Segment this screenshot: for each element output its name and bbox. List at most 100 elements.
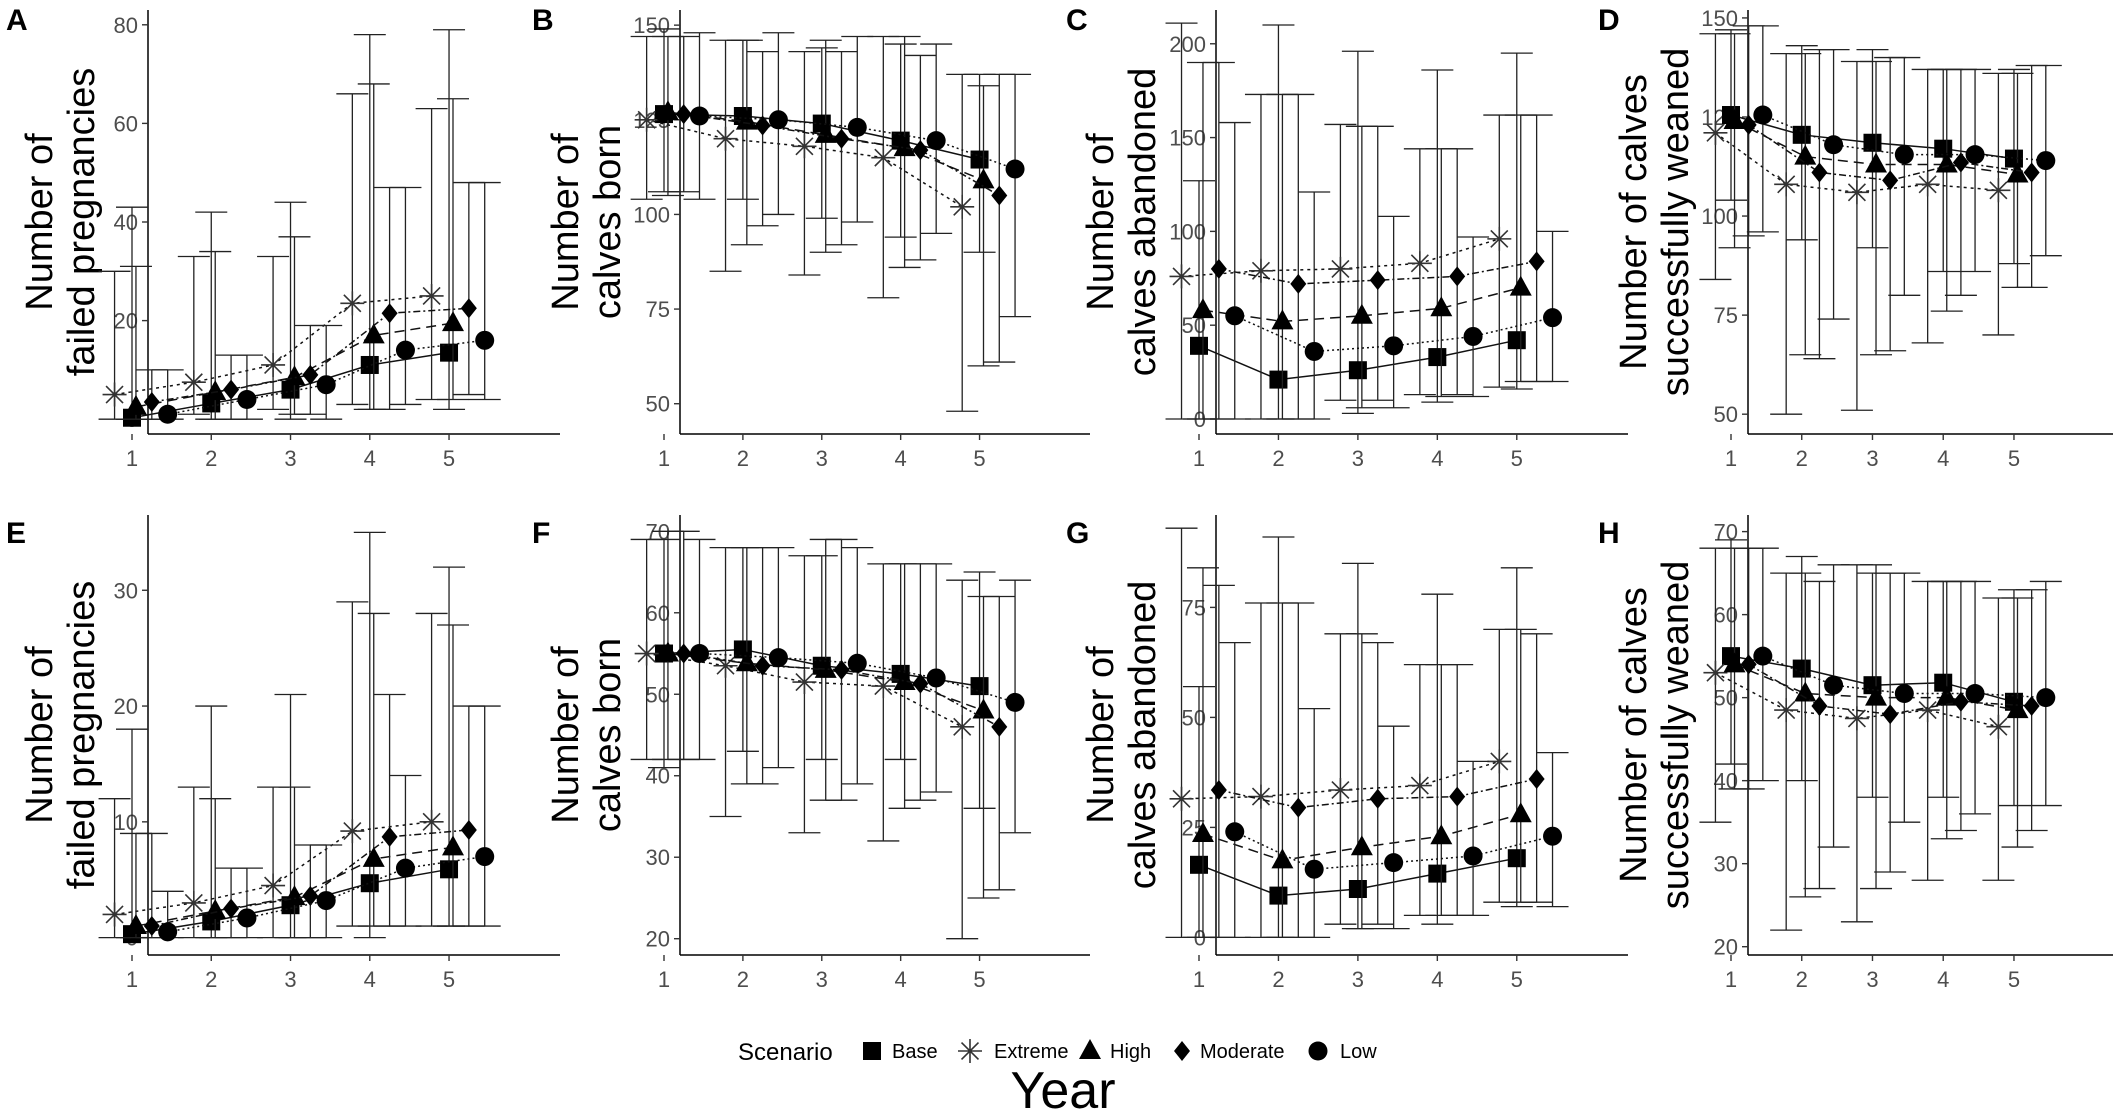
data-point [1986, 714, 2011, 739]
data-point [754, 655, 771, 676]
data-point [1509, 802, 1532, 823]
series-line [1181, 238, 1500, 278]
legend-label: Extreme [994, 1041, 1068, 1063]
y-tick-label: 200 [1169, 32, 1206, 57]
data-point [2036, 688, 2056, 708]
data-point [2004, 149, 2023, 168]
data-point [475, 847, 495, 867]
data-point [713, 126, 738, 151]
data-point [1543, 308, 1563, 328]
panel-letter: A [6, 4, 28, 37]
data-point [991, 185, 1008, 206]
y-axis-title-line: Number of calves [1613, 587, 1655, 883]
series-extreme [1699, 33, 2015, 415]
y-axis-title: Number ofcalves abandoned [1080, 581, 1164, 889]
x-tick-label: 5 [973, 446, 985, 471]
x-tick-label: 4 [364, 967, 376, 992]
y-tick-label: 75 [646, 297, 670, 322]
x-tick-label: 1 [658, 967, 670, 992]
data-point [1528, 769, 1545, 789]
data-point [656, 641, 679, 662]
data-point [1350, 835, 1373, 856]
data-point [143, 916, 160, 937]
data-point [1844, 180, 1869, 205]
data-point [1509, 275, 1532, 296]
series-high [1718, 33, 2034, 356]
legend-item-high: High [1079, 1039, 1151, 1063]
data-point [1248, 784, 1273, 809]
series-high [1186, 61, 1537, 420]
series-low [151, 705, 501, 942]
data-point [1774, 698, 1799, 723]
data-point [124, 394, 147, 415]
data-point [735, 651, 758, 672]
legend-key-triangle-icon [1079, 1039, 1101, 1059]
data-point [1774, 172, 1799, 197]
data-point [1328, 778, 1353, 802]
series-extreme [98, 93, 448, 420]
x-tick-label: 4 [364, 446, 376, 471]
data-point [1210, 780, 1227, 800]
y-axis-title-line: calves abandoned [1122, 68, 1164, 376]
data-point [1304, 341, 1324, 361]
data-point [204, 899, 227, 919]
data-point [340, 291, 365, 316]
data-point [1271, 309, 1294, 330]
data-point [926, 668, 946, 688]
data-point [847, 653, 867, 673]
y-tick-label: 100 [633, 202, 670, 227]
x-tick-label: 3 [816, 967, 828, 992]
data-point [970, 677, 989, 696]
x-tick-label: 1 [126, 967, 138, 992]
series-low [683, 538, 1032, 834]
series-moderate [1202, 61, 1553, 420]
data-point [690, 106, 709, 126]
data-point [972, 698, 995, 719]
y-axis-title-line: calves born [587, 125, 629, 319]
panel-letter: E [6, 517, 26, 550]
y-tick-label: 50 [646, 392, 670, 417]
data-point [1428, 864, 1447, 883]
data-point [1225, 306, 1245, 326]
data-point [1723, 108, 1746, 129]
data-point [204, 380, 227, 401]
data-point [1369, 788, 1386, 809]
data-point [1269, 886, 1288, 905]
series-base [1183, 536, 1533, 939]
data-point [1894, 145, 1914, 165]
data-point [754, 115, 771, 136]
data-point [1271, 848, 1294, 869]
series-high [651, 35, 1000, 367]
data-point [1703, 660, 1728, 685]
x-tick-label: 4 [1431, 446, 1443, 471]
data-point [912, 140, 929, 161]
data-point [1844, 706, 1869, 731]
data-point [634, 107, 659, 132]
x-tick-label: 3 [816, 446, 828, 471]
data-point [893, 136, 916, 157]
series-extreme [630, 35, 979, 412]
x-tick-label: 5 [1511, 446, 1523, 471]
data-point [912, 673, 929, 694]
data-point [970, 150, 989, 169]
panel-letter: D [1598, 4, 1620, 37]
data-point [1430, 296, 1453, 317]
data-point [2023, 162, 2040, 183]
data-point [2036, 151, 2056, 171]
data-point [814, 657, 837, 678]
data-point [1248, 258, 1273, 283]
data-point [261, 352, 286, 377]
data-point [360, 874, 379, 893]
data-point [1740, 114, 1757, 135]
data-point [158, 922, 178, 942]
series-line [699, 652, 1016, 704]
series-line [667, 111, 984, 182]
y-tick-label: 20 [114, 694, 138, 719]
y-tick-label: 60 [646, 601, 670, 626]
data-point [1384, 336, 1404, 356]
x-tick-label: 4 [895, 967, 907, 992]
series-extreme [630, 538, 979, 940]
data-point [442, 835, 464, 856]
